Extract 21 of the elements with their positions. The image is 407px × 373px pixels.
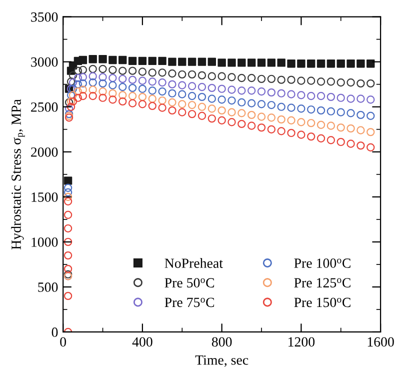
x-tick-label: 1600	[368, 337, 394, 347]
y-tick-label: 2000	[31, 147, 58, 157]
y-tick-label: 2500	[31, 102, 58, 112]
y-tick-label: 1000	[32, 238, 58, 247]
legend-label: Pre 75$^{o}$C	[164, 298, 214, 308]
y-tick-label: 3500	[31, 12, 58, 22]
y-tick-label: 0	[52, 328, 58, 337]
legend-label: Pre 100$^{o}$C	[294, 258, 350, 268]
x-tick-label: 800	[212, 337, 232, 347]
x-tick-label: 0	[60, 337, 66, 347]
y-tick-label: 1500	[32, 192, 58, 202]
x-tick-label: 400	[132, 337, 152, 347]
legend-label: NoPreheat	[164, 258, 223, 268]
y-tick-label: 500	[38, 282, 58, 292]
legend-label: Pre 150$^{o}$C	[294, 298, 350, 308]
x-tick-label: 1200	[288, 337, 315, 347]
legend-label: Pre 125$^{o}$C	[294, 278, 350, 288]
legend-label: Pre 50$^{o}$C	[164, 278, 214, 288]
x-axis-title: Time, sec	[195, 355, 248, 367]
y-axis-title: Hydrostatic Stress σ$_{p}$, MPa	[11, 99, 25, 250]
y-tick-label: 3000	[31, 57, 58, 67]
